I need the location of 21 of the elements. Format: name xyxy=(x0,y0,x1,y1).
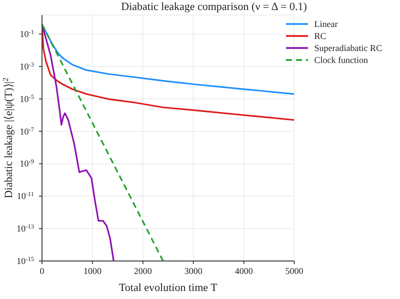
legend-label: Superadiabatic RC xyxy=(314,42,382,54)
legend-label: Linear xyxy=(314,18,338,30)
x-tick-label: 2000 xyxy=(134,266,152,276)
chart-title: Diabatic leakage comparison (ν = Δ = 0.1) xyxy=(120,1,308,13)
x-axis-title: Total evolution time T xyxy=(118,282,218,294)
x-tick-label: 3000 xyxy=(184,266,203,276)
y-tick-label: 10$^{-7}$ xyxy=(20,126,34,136)
y-tick-label: 10$^{-1}$ xyxy=(20,28,34,40)
legend-label: Clock function xyxy=(314,54,368,66)
x-tick-label: 4000 xyxy=(234,266,254,276)
x-tick-label: 1000 xyxy=(83,266,102,276)
x-tick-label: 0 xyxy=(40,266,45,276)
y-tick-label: 10$^{-3}$ xyxy=(20,60,34,72)
x-tick-label: 5000 xyxy=(285,266,304,276)
legend-label: RC xyxy=(314,30,326,42)
y-tick-label: 10$^{-9}$ xyxy=(20,158,34,169)
line-series xyxy=(42,24,164,261)
y-tick-label: 10$^{-15}$ xyxy=(16,256,34,266)
y-tick-label: 10$^{-11}$ xyxy=(16,190,34,202)
y-tick-label: 10$^{-5}$ xyxy=(20,93,34,104)
y-tick-label: 10$^{-13}$ xyxy=(16,223,34,234)
